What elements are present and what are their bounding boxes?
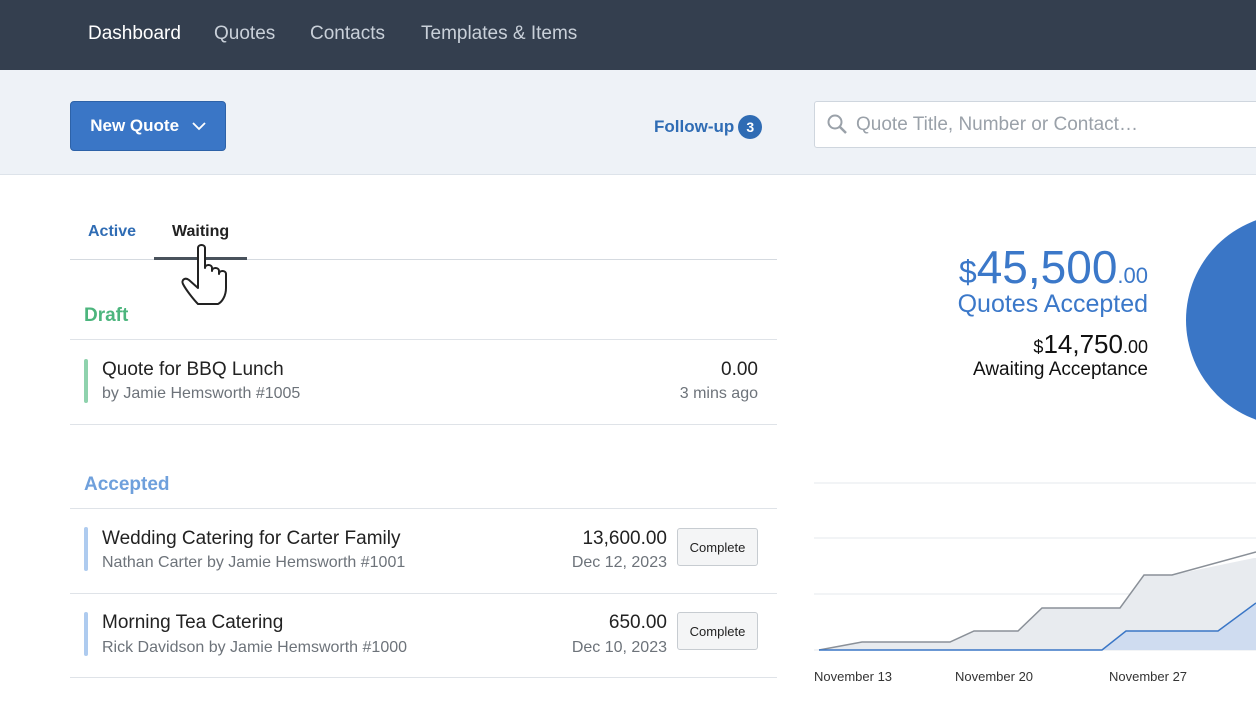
follow-up-badge: 3: [738, 115, 763, 139]
hand-cursor: [181, 244, 227, 305]
amount-whole: 45,500: [976, 241, 1118, 293]
awaiting-total: $14,750.00: [1033, 329, 1148, 360]
follow-up-link[interactable]: Follow-up 3: [654, 115, 763, 139]
status-bar: [84, 359, 88, 403]
quote-title[interactable]: Wedding Catering for Carter Family: [102, 528, 401, 549]
divider: [70, 508, 777, 509]
search-box[interactable]: Quote Title, Number or Contact…: [814, 101, 1256, 148]
tab-rule: [70, 259, 777, 260]
awaiting-label: Awaiting Acceptance: [973, 359, 1148, 380]
chevron-icon: [192, 122, 206, 131]
pie-fragment: [1186, 220, 1256, 420]
quote-subtitle: Rick Davidson by Jamie Hemsworth #1000: [102, 639, 408, 656]
divider: [70, 677, 777, 678]
accepted-total: $45,500.00: [959, 240, 1148, 294]
amount-cents: .00: [1117, 263, 1148, 288]
divider: [70, 424, 777, 425]
status-bar: [84, 612, 88, 656]
follow-up-label: Follow-up: [654, 117, 735, 136]
quote-date: Dec 12, 2023: [571, 554, 667, 571]
complete-button[interactable]: Complete: [677, 612, 758, 650]
section-title: Accepted: [84, 474, 170, 495]
divider: [70, 339, 777, 340]
tab[interactable]: Waiting: [172, 223, 230, 240]
currency: $: [1033, 337, 1044, 357]
currency: $: [958, 254, 977, 290]
tab[interactable]: Active: [88, 223, 137, 240]
divider: [70, 593, 777, 594]
quote-date: 3 mins ago: [679, 385, 758, 402]
x-axis-label: November 20: [955, 669, 1034, 684]
new-quote-button[interactable]: New Quote: [70, 101, 226, 151]
quote-amount: 650.00: [608, 612, 667, 633]
amount-cents: .00: [1122, 337, 1148, 357]
quote-title[interactable]: Morning Tea Catering: [102, 612, 284, 633]
quote-amount: 0.00: [721, 359, 758, 380]
quote-date: Dec 10, 2023: [571, 639, 667, 656]
nav-item[interactable]: Templates & Items: [421, 23, 578, 44]
accepted-label: Quotes Accepted: [957, 290, 1148, 318]
trend-chart: [814, 482, 1256, 651]
section-title: Draft: [84, 305, 129, 326]
quote-title[interactable]: Quote for BBQ Lunch: [102, 359, 284, 380]
amount-whole: 14,750: [1043, 329, 1123, 359]
top-nav: Dashboard Quotes Contacts Templates & It…: [0, 0, 1256, 70]
status-bar: [84, 527, 88, 571]
nav-item[interactable]: Quotes: [214, 23, 276, 44]
x-axis-label: November 27: [1109, 669, 1188, 684]
x-axis-label: November 13: [814, 669, 893, 684]
complete-button[interactable]: Complete: [677, 528, 758, 566]
quote-subtitle: Nathan Carter by Jamie Hemsworth #1001: [102, 554, 406, 571]
nav-item[interactable]: Dashboard: [88, 23, 181, 44]
search-icon: [827, 114, 847, 134]
search-placeholder: Quote Title, Number or Contact…: [856, 114, 1138, 135]
quote-amount: 13,600.00: [582, 528, 667, 549]
nav-item[interactable]: Contacts: [310, 23, 385, 44]
quote-subtitle: by Jamie Hemsworth #1005: [102, 385, 301, 402]
button-label: New Quote: [90, 116, 180, 135]
